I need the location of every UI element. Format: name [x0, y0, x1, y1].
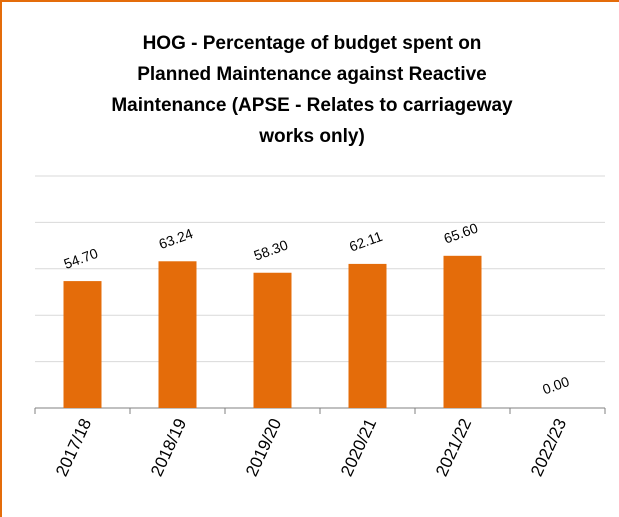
bar [63, 281, 102, 408]
bar [253, 272, 292, 408]
x-tick-label: 2022/23 [527, 416, 570, 480]
chart-title: HOG - Percentage of budget spent on Plan… [111, 33, 513, 147]
value-label: 65.60 [442, 220, 481, 247]
bar [443, 255, 482, 408]
x-tick-label: 2019/20 [242, 416, 285, 480]
x-tick-label: 2020/21 [337, 416, 380, 480]
value-label: 54.70 [62, 245, 101, 272]
value-label: 62.11 [347, 228, 385, 255]
value-label: 63.24 [157, 225, 196, 252]
bar [158, 261, 197, 408]
value-label: 58.30 [252, 236, 291, 263]
x-tick-label: 2017/18 [52, 416, 95, 480]
value-label: 0.00 [540, 373, 571, 397]
x-tick-label: 2018/19 [147, 416, 190, 480]
x-tick-label: 2021/22 [432, 416, 475, 480]
bar [348, 263, 387, 408]
